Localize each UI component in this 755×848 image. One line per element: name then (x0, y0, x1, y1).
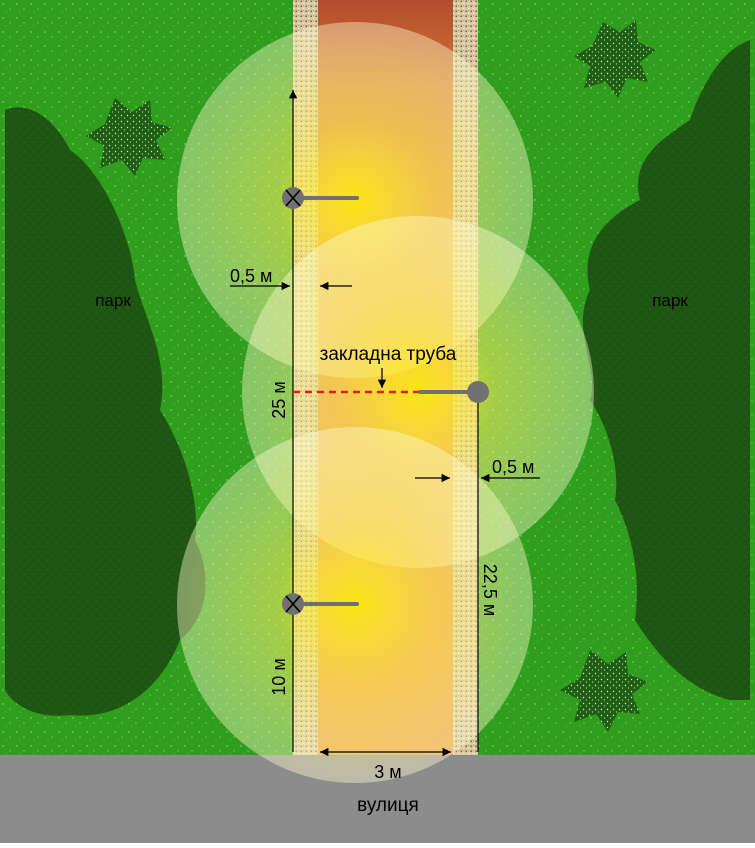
shrub-icon (574, 20, 656, 98)
spacing-label-right: 22,5 м (480, 564, 500, 616)
street-label: вулиця (357, 795, 419, 816)
park-label-right: парк (652, 291, 688, 310)
street-lamp-icon (282, 593, 359, 615)
spacing-label-left: 25 м (269, 381, 289, 418)
conduit-label: закладна труба (320, 344, 457, 365)
street-lamp-icon (282, 187, 359, 209)
distance-label-bottom: 10 м (269, 658, 289, 695)
offset-label-right: 0,5 м (492, 457, 534, 477)
park-label-left: парк (95, 291, 131, 310)
shrub-icon (86, 98, 172, 176)
street-lamp-icon (418, 381, 489, 403)
path-width-label: 3 м (374, 762, 401, 782)
tree-icon (582, 40, 750, 700)
tree-icon (5, 107, 206, 716)
shrub-icon (560, 650, 648, 732)
offset-label-left: 0,5 м (230, 266, 272, 286)
